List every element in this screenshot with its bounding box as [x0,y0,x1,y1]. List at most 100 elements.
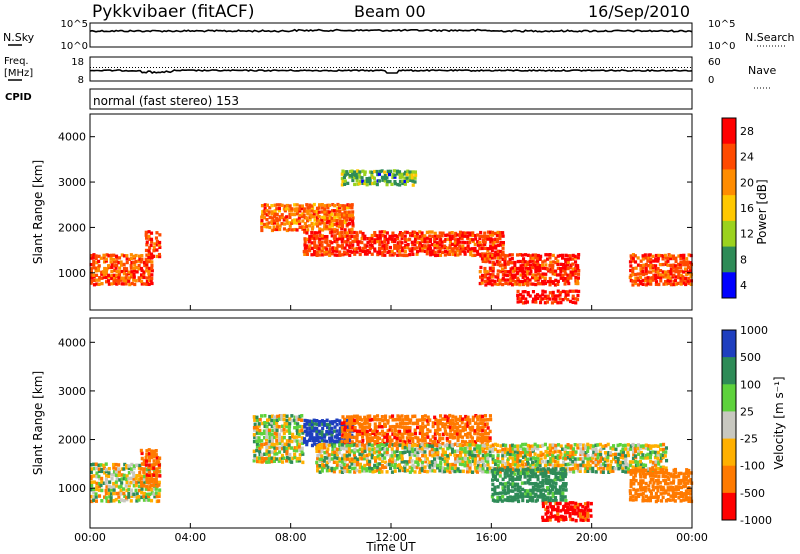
power-cell [345,218,349,222]
velocity-cell [637,452,641,456]
power-cell [460,236,464,240]
velocity-cell [466,424,470,428]
colorbar-segment [722,195,736,222]
power-cell [682,256,686,260]
velocity-cell [449,428,453,432]
velocity-cell [549,496,553,500]
velocity-cell [312,418,316,423]
velocity-cell [137,480,141,484]
power-cell [536,282,540,286]
velocity-cell [355,443,359,448]
velocity-cell [631,498,635,502]
power-cell [343,173,347,177]
velocity-cell [579,518,583,522]
power-cell [293,212,297,217]
power-cell [398,179,402,183]
velocity-cell [664,474,668,479]
velocity-cell [465,442,469,447]
power-cell [272,225,276,229]
power-cell [643,253,647,257]
power-cell [102,275,106,279]
x-tick-label: 08:00 [275,531,307,544]
velocity-cell [673,467,677,472]
velocity-cell [606,442,610,447]
power-cell [479,275,483,279]
velocity-cell [414,447,418,452]
power-cell [543,294,547,298]
velocity-cell [388,425,392,429]
velocity-cell [448,435,452,439]
power-cell [498,243,502,247]
power-cell [651,276,655,280]
noise-right-tick-bottom: 10^0 [708,41,735,52]
velocity-cell [132,474,136,479]
velocity-cell [142,470,146,474]
power-cell [124,282,128,286]
velocity-cell [498,470,502,474]
power-cell [150,240,154,244]
power-cell [260,219,264,223]
power-cell [629,279,633,283]
power-cell [398,240,402,244]
velocity-cell [381,418,385,423]
velocity-cell [533,452,537,456]
velocity-cell [273,452,277,456]
velocity-cell [157,494,161,498]
power-cell [515,266,519,271]
power-cell [285,203,289,208]
velocity-cell [634,495,638,500]
power-cell [381,244,385,248]
velocity-cell [583,453,587,457]
power-cell [511,276,515,280]
power-cell [509,261,513,265]
power-cell [443,239,447,243]
power-cell [536,278,540,282]
power-cell [561,298,565,302]
power-cell [554,297,558,301]
power-cell [361,169,365,173]
power-cell [456,240,460,244]
velocity-cell [445,436,449,441]
velocity-cell [663,454,667,458]
velocity-cell [275,435,279,439]
power-cell [398,250,402,254]
power-cell [290,209,294,213]
velocity-cell [628,492,632,496]
power-cell [139,266,143,271]
power-cell [634,279,638,284]
velocity-cell [556,456,560,461]
power-cell [396,237,400,241]
power-cell [538,269,542,273]
velocity-cell [303,425,307,429]
power-cell [395,234,399,238]
power-cell [571,300,575,304]
power-cell [499,249,503,254]
power-cell [504,270,508,274]
velocity-cell [581,504,585,509]
power-cell [577,289,581,294]
velocity-cell [348,465,352,469]
power-cell [516,296,520,300]
velocity-cell [561,495,565,499]
power-cell [306,212,310,216]
velocity-cell [411,414,415,419]
velocity-cell [358,456,362,460]
velocity-cell [155,462,159,466]
velocity-cell [353,455,357,460]
velocity-cell [639,492,643,497]
power-cell [658,263,662,267]
velocity-cell [558,488,562,492]
power-cell [398,172,402,176]
power-cell [328,230,332,235]
velocity-cell [357,440,361,444]
power-cell [358,179,362,183]
velocity-cell [343,453,347,457]
power-cell [489,244,493,248]
velocity-cell [434,460,438,465]
velocity-cell [401,442,405,447]
power-cell [158,245,162,249]
power-cell [501,269,505,273]
velocity-cell [554,443,558,448]
power-cell [401,246,405,250]
power-cell [122,272,126,276]
